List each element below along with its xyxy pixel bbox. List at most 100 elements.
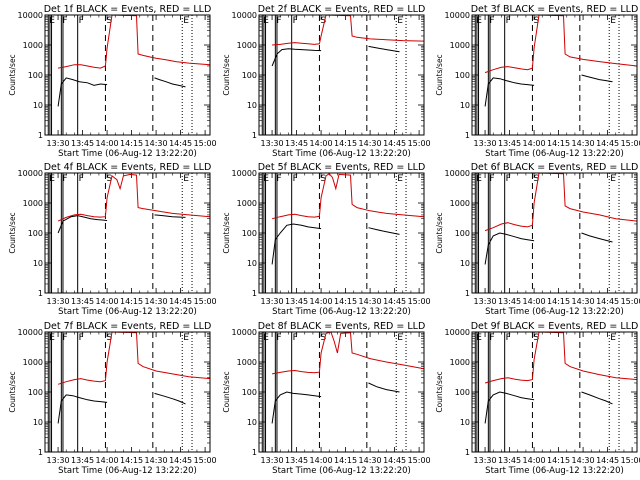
x-axis-label: Start Time (06-Aug-12 13:22:20) bbox=[58, 466, 197, 476]
plot-frame bbox=[44, 172, 211, 294]
events-series-line bbox=[271, 382, 400, 424]
x-tick-label: 13:30 bbox=[47, 297, 70, 306]
x-axis-label: Start Time (06-Aug-12 13:22:20) bbox=[485, 466, 624, 476]
events-series-line bbox=[484, 232, 613, 265]
x-tick-label: 14:00 bbox=[96, 297, 119, 306]
marker-letter: F bbox=[62, 16, 67, 26]
x-tick-label: 15:00 bbox=[621, 456, 640, 465]
marker-letter: F bbox=[489, 174, 494, 184]
x-tick-label: 14:45 bbox=[596, 139, 619, 148]
y-tick-label: 100 bbox=[28, 71, 43, 80]
y-axis-label: Counts/sec bbox=[222, 54, 231, 95]
marker-letter: F bbox=[79, 16, 84, 26]
x-tick-label: 13:45 bbox=[498, 139, 521, 148]
x-tick-label: 14:00 bbox=[310, 297, 333, 306]
x-tick-label: 14:45 bbox=[383, 297, 406, 306]
x-tick-label: 14:45 bbox=[383, 139, 406, 148]
marker-letter: F bbox=[276, 174, 281, 184]
marker-letter: F bbox=[489, 333, 494, 343]
y-tick-label: 10 bbox=[247, 101, 257, 110]
x-tick-label: 14:00 bbox=[310, 139, 333, 148]
x-axis-label: Start Time (06-Aug-12 13:22:20) bbox=[485, 307, 624, 317]
x-tick-label: 14:30 bbox=[359, 456, 382, 465]
y-tick-label: 1 bbox=[252, 448, 257, 457]
x-tick-label: 15:00 bbox=[408, 139, 431, 148]
y-tick-label: 1000 bbox=[237, 41, 257, 50]
x-tick-label: 14:15 bbox=[547, 297, 570, 306]
marker-letter: F bbox=[489, 16, 494, 26]
y-axis-label: Counts/sec bbox=[435, 212, 444, 253]
y-tick-label: 10000 bbox=[232, 328, 257, 337]
x-tick-label: 14:30 bbox=[359, 297, 382, 306]
x-tick-label: 14:30 bbox=[145, 297, 168, 306]
x-tick-label: 13:45 bbox=[71, 456, 94, 465]
panel-title: Det 4f BLACK = Events, RED = LLD bbox=[44, 162, 212, 173]
plot-frame bbox=[44, 14, 211, 136]
x-tick-label: 13:45 bbox=[285, 297, 308, 306]
x-tick-label: 14:00 bbox=[96, 456, 119, 465]
y-tick-label: 1000 bbox=[450, 358, 470, 367]
x-tick-label: 14:45 bbox=[169, 456, 192, 465]
y-tick-label: 10000 bbox=[232, 169, 257, 178]
y-tick-label: 10 bbox=[33, 101, 43, 110]
y-tick-label: 1000 bbox=[450, 199, 470, 208]
plot-frame bbox=[471, 14, 638, 136]
marker-letter: E bbox=[397, 333, 403, 343]
x-tick-label: 14:45 bbox=[383, 456, 406, 465]
x-tick-label: 15:00 bbox=[621, 139, 640, 148]
lld-series-line bbox=[57, 173, 211, 222]
panel-title: Det 7f BLACK = Events, RED = LLD bbox=[44, 321, 212, 332]
panel-det-2f: Det 2f BLACK = Events, RED = LLD 1 10 100 10… bbox=[222, 4, 431, 159]
y-tick-label: 1 bbox=[252, 289, 257, 298]
y-tick-label: 1 bbox=[38, 448, 43, 457]
marker-letter: F bbox=[506, 174, 511, 184]
y-tick-label: 100 bbox=[242, 388, 257, 397]
panel-title: Det 1f BLACK = Events, RED = LLD bbox=[44, 4, 212, 15]
panel-title: Det 6f BLACK = Events, RED = LLD bbox=[471, 162, 639, 173]
x-tick-label: 14:45 bbox=[169, 297, 192, 306]
y-axis-label: Counts/sec bbox=[222, 212, 231, 253]
x-tick-label: 13:45 bbox=[285, 456, 308, 465]
x-tick-label: 15:00 bbox=[194, 139, 217, 148]
plot-frame bbox=[258, 14, 425, 136]
lld-series-line bbox=[484, 14, 638, 74]
marker-letter: E bbox=[476, 16, 482, 26]
lld-series-line bbox=[57, 331, 211, 385]
y-tick-label: 10 bbox=[460, 418, 470, 427]
panel-det-3f: Det 3f BLACK = Events, RED = LLD 1 10 100 10… bbox=[435, 4, 640, 159]
plot-frame bbox=[471, 331, 638, 453]
x-tick-label: 14:00 bbox=[310, 456, 333, 465]
x-tick-label: 14:00 bbox=[96, 139, 119, 148]
x-tick-label: 13:45 bbox=[71, 297, 94, 306]
x-tick-label: 14:15 bbox=[334, 139, 357, 148]
x-tick-label: 13:30 bbox=[47, 139, 70, 148]
y-tick-label: 10000 bbox=[18, 11, 43, 20]
marker-letter: F bbox=[62, 333, 67, 343]
y-tick-label: 100 bbox=[242, 229, 257, 238]
marker-letter: E bbox=[183, 16, 189, 26]
panel-det-7f: Det 7f BLACK = Events, RED = LLD 1 10 100 10… bbox=[8, 321, 217, 476]
x-tick-label: 14:15 bbox=[334, 456, 357, 465]
y-tick-label: 10000 bbox=[445, 169, 470, 178]
y-tick-label: 10000 bbox=[232, 11, 257, 20]
marker-letter: F bbox=[79, 333, 84, 343]
y-tick-label: 1000 bbox=[237, 358, 257, 367]
panel-title: Det 8f BLACK = Events, RED = LLD bbox=[258, 321, 426, 332]
x-tick-label: 14:15 bbox=[120, 456, 143, 465]
y-tick-label: 10 bbox=[247, 259, 257, 268]
x-axis-label: Start Time (06-Aug-12 13:22:20) bbox=[272, 307, 411, 317]
x-axis-label: Start Time (06-Aug-12 13:22:20) bbox=[58, 307, 197, 317]
x-axis-label: Start Time (06-Aug-12 13:22:20) bbox=[58, 149, 197, 159]
y-axis-label: Counts/sec bbox=[8, 371, 17, 412]
x-tick-label: 13:30 bbox=[261, 456, 284, 465]
marker-letter: F bbox=[293, 174, 298, 184]
x-tick-label: 14:15 bbox=[547, 139, 570, 148]
y-tick-label: 1 bbox=[465, 448, 470, 457]
y-tick-label: 1000 bbox=[450, 41, 470, 50]
x-tick-label: 15:00 bbox=[408, 456, 431, 465]
lld-series-line bbox=[271, 173, 425, 220]
marker-letter: S bbox=[533, 16, 539, 26]
x-tick-label: 14:30 bbox=[572, 139, 595, 148]
x-tick-label: 14:30 bbox=[572, 456, 595, 465]
panel-title: Det 3f BLACK = Events, RED = LLD bbox=[471, 4, 639, 15]
